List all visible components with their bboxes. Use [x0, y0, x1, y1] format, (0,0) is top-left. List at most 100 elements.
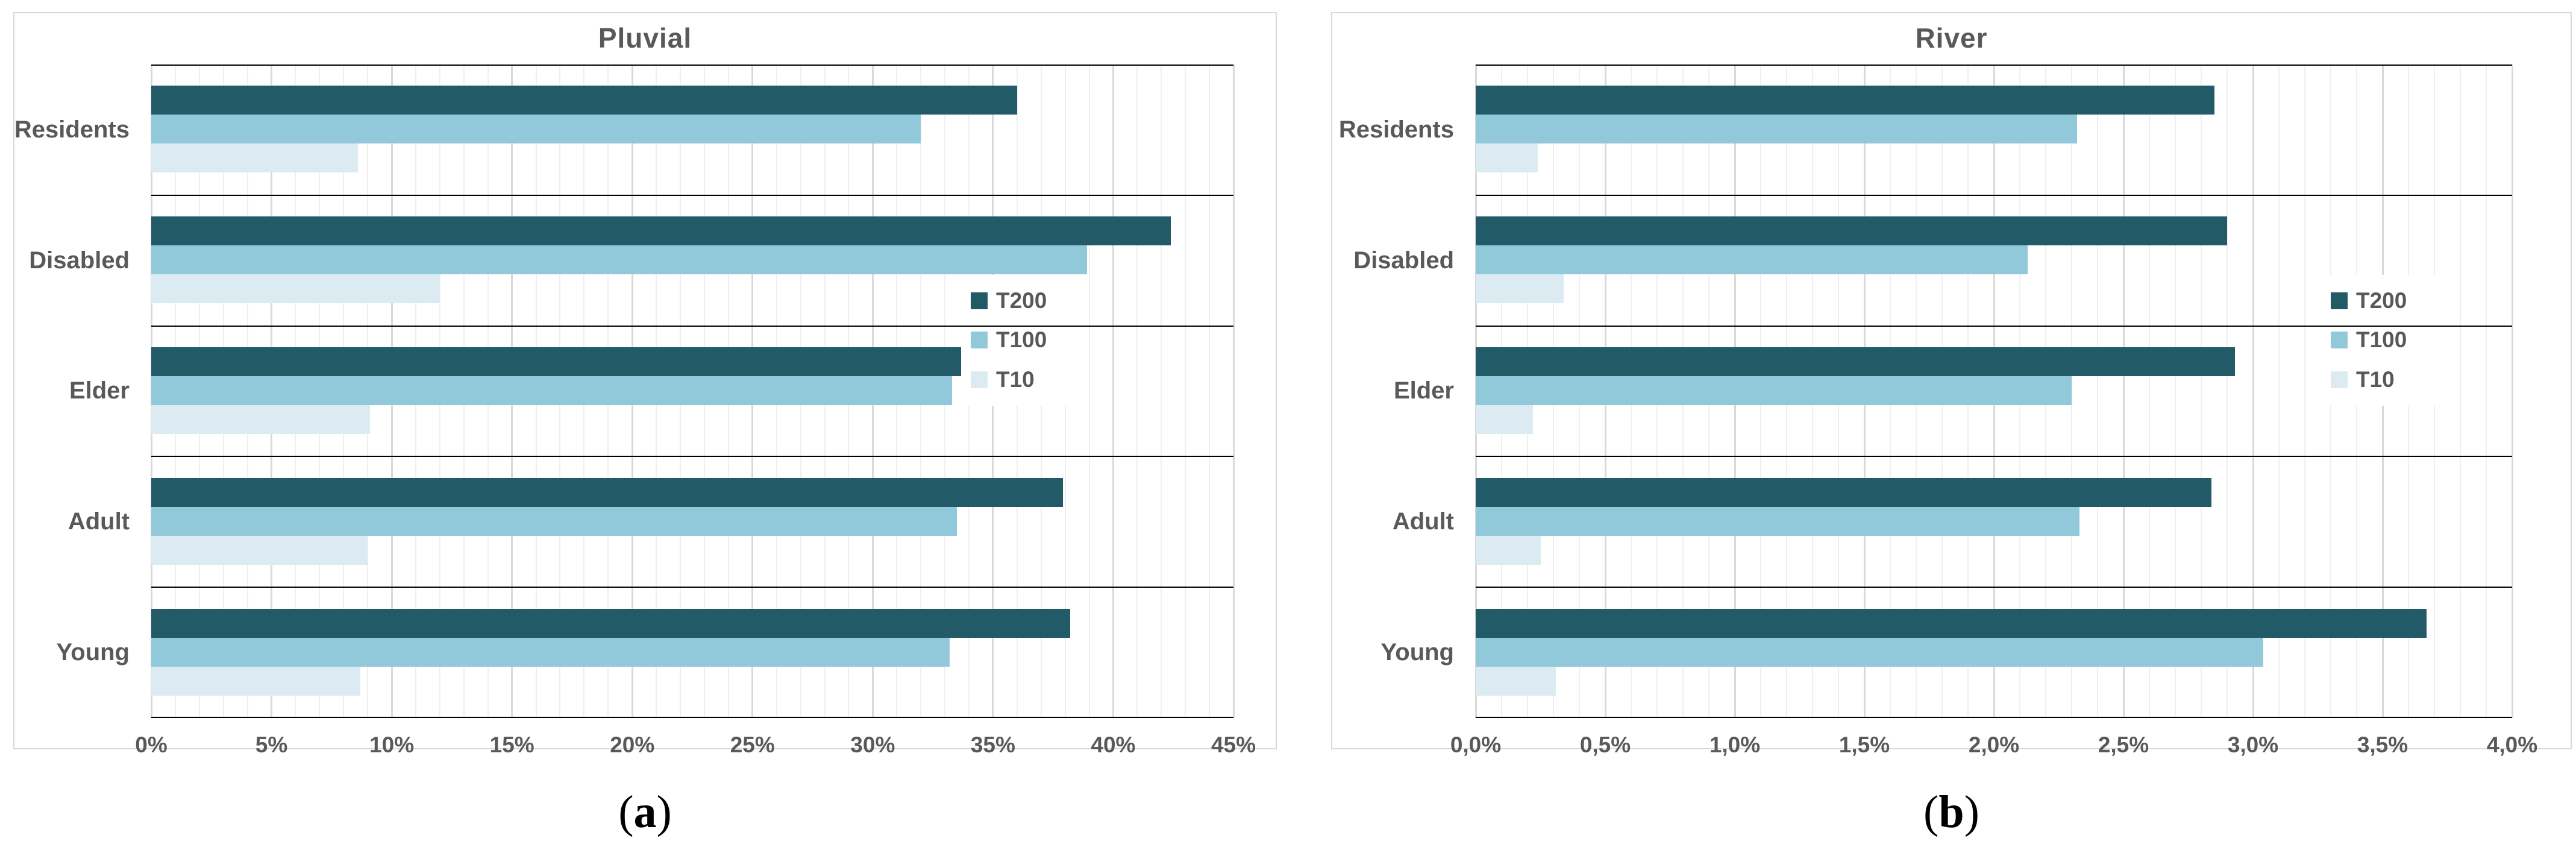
bar-t100-elder: [151, 376, 953, 405]
category-label: Young: [1380, 639, 1454, 666]
minor-gridline: [2149, 65, 2150, 718]
band-separator: [1476, 325, 2512, 327]
bar-t100-young: [151, 637, 950, 667]
minor-gridline: [2071, 65, 2072, 718]
legend-label: T100: [2356, 327, 2407, 353]
legend-swatch: [2331, 292, 2348, 309]
bar-t200-elder: [1476, 347, 2235, 376]
x-tick-label: 15%: [489, 732, 534, 757]
bar-t100-adult: [1476, 506, 2079, 536]
category-axis: Residents Disabled Elder Adult Young: [1332, 65, 1465, 718]
x-tick-label: 20%: [610, 732, 655, 757]
x-tick-label: 0,5%: [1579, 732, 1631, 757]
bar-t200-residents: [1476, 86, 2214, 115]
x-tick-label: 3,5%: [2357, 732, 2408, 757]
x-tick-label: 5%: [255, 732, 288, 757]
x-tick-label: 2,5%: [2098, 732, 2149, 757]
bar-t10-adult: [151, 535, 368, 565]
caption-paren: ): [1964, 787, 1979, 837]
bar-t200-elder: [151, 347, 1046, 376]
chart-title: River: [1915, 22, 1988, 54]
band-separator: [151, 325, 1233, 327]
minor-gridline: [1209, 65, 1211, 718]
bar-t100-disabled: [151, 245, 1087, 275]
bar-t10-residents: [1476, 143, 1538, 173]
bar-t10-residents: [151, 143, 359, 173]
category-label: Elder: [1393, 377, 1454, 404]
legend-item: T200: [2331, 288, 2442, 313]
minor-gridline: [2175, 65, 2176, 718]
x-axis-ticks: 0,0% 0,5% 1,0% 1,5% 2,0% 2,5% 3,0% 3,5% 4,0%: [1450, 732, 2537, 763]
x-tick-label: 45%: [1211, 732, 1256, 757]
x-tick-label: 1,0%: [1709, 732, 1761, 757]
major-gridline: [2252, 65, 2254, 718]
bar-t200-adult: [151, 477, 1063, 507]
x-tick-label: 40%: [1091, 732, 1136, 757]
minor-gridline: [1185, 65, 1186, 718]
major-gridline: [2511, 65, 2513, 718]
bar-t100-residents: [151, 115, 921, 144]
caption-letter: b: [1938, 787, 1964, 837]
legend-swatch: [2331, 332, 2348, 349]
bar-t10-elder: [151, 404, 371, 434]
category-label: Adult: [67, 508, 130, 535]
category-axis: Residents Disabled Elder Adult Young: [14, 65, 140, 718]
x-tick-label: 30%: [850, 732, 895, 757]
category-label: Disabled: [29, 247, 130, 274]
x-tick-label: 0,0%: [1450, 732, 1502, 757]
plot-border-line: [1476, 65, 2512, 66]
x-tick-label: 3,0%: [2227, 732, 2279, 757]
bar-t200-disabled: [151, 216, 1171, 246]
bar-t100-disabled: [1476, 245, 2028, 275]
bar-t100-young: [1476, 637, 2264, 667]
caption-paren: (: [1923, 787, 1939, 837]
bar-t200-disabled: [1476, 216, 2227, 246]
major-gridline: [2122, 65, 2125, 718]
category-label: Adult: [1392, 508, 1454, 535]
legend-item: T100: [2331, 327, 2442, 353]
legend-swatch: [2331, 371, 2348, 389]
legend-label: T200: [2356, 288, 2407, 313]
bar-t10-elder: [1476, 404, 1533, 434]
legend-item: T100: [971, 327, 1080, 353]
legend: T200 T100 T10: [2321, 275, 2442, 406]
x-tick-label: 0%: [135, 732, 168, 757]
minor-gridline: [2227, 65, 2228, 718]
x-tick-label: 35%: [970, 732, 1015, 757]
caption-letter: a: [633, 787, 657, 837]
legend-label: T10: [996, 367, 1035, 392]
category-label: Young: [56, 639, 130, 666]
x-tick-label: 1,5%: [1838, 732, 1890, 757]
x-tick-label: 25%: [730, 732, 775, 757]
minor-gridline: [2460, 65, 2461, 718]
bar-t10-disabled: [151, 274, 440, 304]
bar-t100-elder: [1476, 376, 2072, 405]
category-label: Disabled: [1353, 247, 1454, 274]
legend-swatch: [971, 332, 988, 349]
chart-title: Pluvial: [598, 22, 692, 54]
plot-border-line: [1476, 717, 2512, 718]
band-separator: [1476, 194, 2512, 196]
bar-t200-young: [1476, 608, 2427, 638]
band-separator: [151, 587, 1233, 588]
category-label: Residents: [14, 116, 130, 143]
x-tick-label: 2,0%: [1968, 732, 2020, 757]
major-gridline: [1232, 65, 1235, 718]
band-separator: [1476, 456, 2512, 458]
legend-item: T200: [971, 288, 1080, 313]
caption-paren: (: [618, 787, 634, 837]
bar-t10-adult: [1476, 535, 1541, 565]
band-separator: [151, 194, 1233, 196]
minor-gridline: [1136, 65, 1138, 718]
category-label: Residents: [1338, 116, 1454, 143]
legend-item: T10: [971, 367, 1080, 392]
legend: T200 T100 T10: [961, 275, 1080, 406]
band-separator: [1476, 587, 2512, 588]
x-tick-label: 10%: [369, 732, 415, 757]
bar-t10-disabled: [1476, 274, 1564, 304]
minor-gridline: [2278, 65, 2280, 718]
chart-panel-pluvial: Pluvial Residents Disabled Elder Adult Young…: [13, 12, 1277, 757]
major-gridline: [1112, 65, 1114, 718]
chart-panel-river: River Residents Disabled Elder Adult Young 0…: [1331, 12, 2572, 757]
